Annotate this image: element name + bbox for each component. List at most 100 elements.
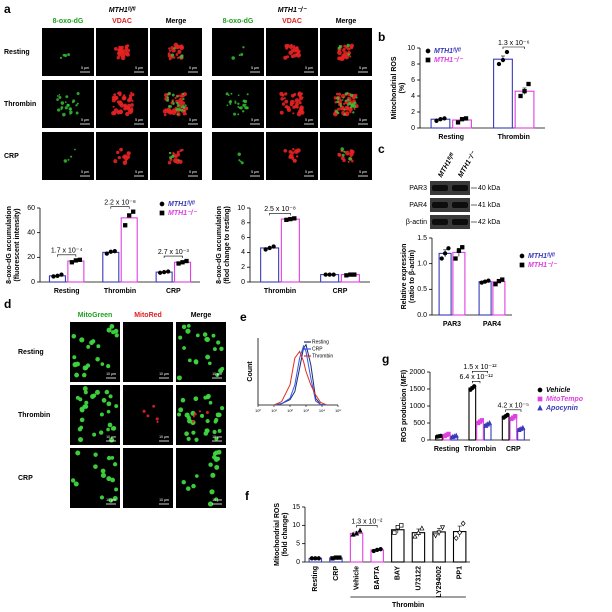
cell-signal bbox=[112, 462, 118, 467]
bar bbox=[514, 90, 535, 129]
data-point bbox=[434, 118, 439, 123]
data-point bbox=[439, 256, 444, 261]
data-point bbox=[51, 274, 56, 279]
blot-band bbox=[432, 202, 448, 208]
cell-signal bbox=[65, 95, 69, 99]
significance-bracket bbox=[472, 380, 481, 384]
cell-signal bbox=[173, 42, 179, 48]
cell-signal bbox=[166, 96, 169, 99]
data-point bbox=[327, 272, 332, 277]
cell-signal bbox=[106, 455, 112, 461]
cell-signal bbox=[349, 55, 352, 58]
cell-signal bbox=[126, 44, 130, 48]
y-axis-label: (fluorescent intensity) bbox=[14, 208, 21, 281]
column-header: Merge bbox=[336, 18, 357, 25]
cell-signal bbox=[343, 150, 346, 153]
data-point bbox=[460, 520, 466, 527]
blot-band bbox=[452, 219, 468, 225]
cell-signal bbox=[335, 92, 339, 96]
cell-signal bbox=[340, 147, 344, 151]
cell-signal bbox=[347, 53, 350, 56]
cell-signal bbox=[177, 107, 181, 111]
cell-signal bbox=[295, 46, 299, 49]
column-header: VDAC bbox=[112, 18, 132, 25]
cell-signal bbox=[344, 92, 348, 96]
significance-bracket bbox=[269, 213, 291, 216]
cell-signal bbox=[174, 96, 177, 100]
cell-signal bbox=[170, 46, 174, 50]
cell-signal bbox=[130, 103, 134, 107]
cell-signal bbox=[216, 449, 222, 455]
cell-signal bbox=[67, 158, 70, 161]
cell-signal bbox=[125, 51, 130, 56]
panel-label: c bbox=[378, 142, 385, 156]
cell-signal bbox=[169, 151, 172, 155]
bar bbox=[102, 251, 120, 283]
cell-signal bbox=[179, 45, 185, 51]
x-tick-label: BAY bbox=[395, 566, 402, 580]
cell-signal bbox=[68, 107, 72, 111]
cell-signal bbox=[344, 54, 350, 60]
cell-signal bbox=[300, 92, 304, 96]
cell-signal bbox=[230, 92, 233, 95]
cell-signal bbox=[186, 436, 191, 442]
panel-label: e bbox=[240, 310, 247, 324]
cell-signal bbox=[296, 148, 301, 153]
cell-signal bbox=[171, 93, 175, 97]
cell-signal bbox=[237, 102, 240, 105]
cell-signal bbox=[237, 152, 241, 156]
cell-signal bbox=[84, 400, 89, 405]
bar bbox=[468, 387, 477, 441]
p-value: 6.4 x 10⁻¹² bbox=[460, 374, 494, 381]
blot-band bbox=[452, 185, 468, 191]
micrograph bbox=[150, 80, 202, 128]
cell-signal bbox=[89, 340, 94, 346]
legend-label: Vehicle bbox=[546, 387, 570, 394]
data-point bbox=[357, 527, 363, 533]
size-label: 42 kDa bbox=[478, 219, 500, 226]
cell-signal bbox=[281, 93, 285, 97]
bar bbox=[438, 252, 452, 316]
cell-signal bbox=[346, 103, 350, 107]
cell-signal bbox=[209, 489, 215, 495]
data-point bbox=[446, 246, 451, 251]
cell-signal bbox=[204, 428, 210, 434]
cell-signal bbox=[228, 100, 232, 104]
scale-bar-label: 10 μm bbox=[106, 372, 116, 376]
cell-signal bbox=[70, 155, 73, 158]
y-axis-label: 8-oxo-dG accumulation bbox=[6, 206, 13, 284]
bar bbox=[478, 281, 492, 316]
cell-signal bbox=[290, 93, 295, 98]
bar bbox=[452, 251, 466, 316]
cell-signal bbox=[195, 474, 199, 478]
cell-signal bbox=[163, 113, 167, 117]
cell-signal bbox=[285, 46, 289, 50]
cell-signal bbox=[341, 153, 345, 157]
cell-signal bbox=[166, 98, 170, 102]
data-point bbox=[267, 245, 272, 251]
cell-signal bbox=[336, 100, 340, 104]
cell-signal bbox=[355, 96, 358, 99]
cell-signal bbox=[343, 108, 346, 111]
data-point bbox=[412, 533, 418, 539]
data-point bbox=[375, 547, 380, 553]
x-tick-label: Thrombin bbox=[464, 446, 496, 453]
cell-signal bbox=[111, 110, 116, 116]
cell-signal bbox=[56, 98, 59, 101]
y-tick-label: 5 bbox=[296, 541, 300, 548]
cell-signal bbox=[75, 361, 80, 367]
data-point bbox=[500, 57, 506, 63]
cell-signal bbox=[58, 95, 62, 99]
legend-marker bbox=[159, 210, 165, 216]
cell-signal bbox=[299, 107, 302, 111]
cell-signal bbox=[212, 347, 217, 352]
cell-signal bbox=[349, 43, 354, 48]
data-point bbox=[513, 414, 518, 419]
cell-signal bbox=[207, 361, 212, 366]
data-point bbox=[395, 525, 400, 530]
cell-signal bbox=[288, 50, 294, 56]
blot-strip bbox=[430, 181, 470, 195]
cell-signal bbox=[75, 395, 80, 400]
cell-signal bbox=[113, 159, 118, 164]
cell-signal bbox=[239, 160, 242, 163]
